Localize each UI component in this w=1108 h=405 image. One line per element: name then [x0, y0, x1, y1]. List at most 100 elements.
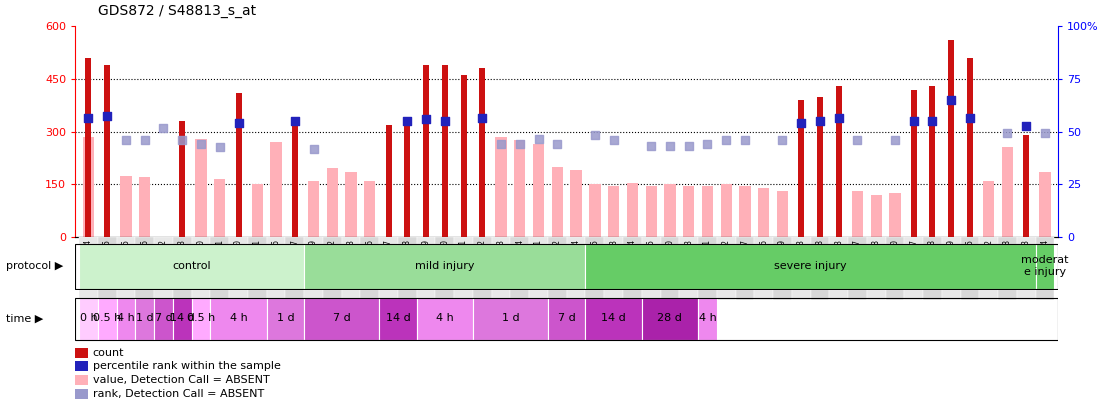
- Bar: [1024, 135, 1029, 237]
- Text: 7 d: 7 d: [155, 313, 173, 323]
- Bar: [552, 167, 563, 237]
- Bar: [365, 181, 376, 237]
- Bar: [286, 237, 305, 300]
- Text: GSM31396: GSM31396: [271, 239, 280, 276]
- Text: GSM31425: GSM31425: [647, 239, 656, 276]
- Point: [830, 114, 848, 121]
- Bar: [866, 237, 885, 300]
- Bar: [192, 237, 211, 300]
- Text: GSM31405: GSM31405: [122, 239, 131, 276]
- Bar: [736, 237, 755, 300]
- Bar: [942, 237, 961, 300]
- Text: GSM31401: GSM31401: [215, 239, 224, 276]
- Point: [192, 141, 209, 147]
- Text: GSM31457: GSM31457: [910, 239, 919, 276]
- Bar: [492, 237, 511, 300]
- Bar: [1002, 147, 1013, 237]
- Text: rank, Detection Call = ABSENT: rank, Detection Call = ABSENT: [93, 389, 264, 399]
- Text: GSM31454: GSM31454: [572, 239, 581, 276]
- Bar: [386, 125, 391, 237]
- Text: GSM31410: GSM31410: [234, 239, 243, 276]
- Bar: [589, 184, 601, 237]
- Point: [605, 137, 623, 144]
- Bar: [473, 237, 492, 300]
- Point: [117, 137, 135, 144]
- Bar: [683, 186, 695, 237]
- Text: GSM31434: GSM31434: [515, 239, 524, 276]
- Bar: [379, 298, 417, 340]
- Bar: [154, 237, 173, 300]
- Bar: [514, 141, 525, 237]
- Bar: [79, 237, 98, 300]
- Bar: [998, 237, 1017, 300]
- Bar: [140, 177, 151, 237]
- Bar: [533, 144, 544, 237]
- Bar: [461, 75, 466, 237]
- Text: GSM31447: GSM31447: [384, 239, 393, 276]
- Text: GSM31497: GSM31497: [853, 239, 862, 276]
- Point: [99, 113, 116, 119]
- Point: [643, 143, 660, 149]
- Text: 4 h: 4 h: [229, 313, 247, 323]
- Bar: [585, 237, 604, 300]
- Bar: [585, 244, 1036, 289]
- Bar: [885, 237, 904, 300]
- Point: [136, 137, 154, 144]
- Bar: [121, 175, 132, 237]
- Point: [399, 118, 417, 124]
- Text: GSM31414: GSM31414: [84, 239, 93, 276]
- Text: 0.5 h: 0.5 h: [187, 313, 215, 323]
- Point: [173, 137, 191, 144]
- Text: GSM31466: GSM31466: [759, 239, 768, 276]
- Text: GSM31446: GSM31446: [366, 239, 375, 276]
- Text: GSM31411: GSM31411: [253, 239, 261, 276]
- Text: 14 d: 14 d: [170, 313, 195, 323]
- Text: GSM31397: GSM31397: [290, 239, 299, 276]
- Bar: [923, 237, 942, 300]
- Text: GSM31451: GSM31451: [534, 239, 543, 276]
- Text: GSM31423: GSM31423: [609, 239, 618, 276]
- Bar: [75, 361, 88, 371]
- Text: GSM31498: GSM31498: [872, 239, 881, 276]
- Point: [661, 143, 679, 149]
- Text: GSM31439: GSM31439: [309, 239, 318, 276]
- Text: value, Detection Call = ABSENT: value, Detection Call = ABSENT: [93, 375, 269, 385]
- Bar: [777, 191, 788, 237]
- Bar: [75, 348, 88, 358]
- Text: GSM31469: GSM31469: [778, 239, 787, 276]
- Bar: [79, 298, 98, 340]
- Bar: [720, 184, 731, 237]
- Text: GSM31493: GSM31493: [834, 239, 843, 276]
- Bar: [548, 298, 585, 340]
- Bar: [627, 183, 638, 237]
- Text: GSM31415: GSM31415: [103, 239, 112, 276]
- Text: GSM31433: GSM31433: [496, 239, 505, 276]
- Point: [511, 141, 529, 147]
- Bar: [173, 237, 192, 300]
- Bar: [473, 298, 548, 340]
- Text: count: count: [93, 347, 124, 358]
- Bar: [75, 375, 88, 385]
- Bar: [511, 237, 530, 300]
- Bar: [135, 237, 154, 300]
- Bar: [585, 298, 642, 340]
- Text: GSM31473: GSM31473: [797, 239, 806, 276]
- Text: 7 d: 7 d: [557, 313, 576, 323]
- Text: GSM31492: GSM31492: [721, 239, 730, 276]
- Text: GSM31431: GSM31431: [459, 239, 468, 276]
- Bar: [701, 186, 714, 237]
- Bar: [267, 237, 286, 300]
- Text: 1 d: 1 d: [502, 313, 520, 323]
- Bar: [811, 237, 829, 300]
- Point: [530, 135, 547, 142]
- Bar: [305, 298, 379, 340]
- Text: GSM31432: GSM31432: [478, 239, 486, 276]
- Text: GSM31406: GSM31406: [141, 239, 150, 276]
- Bar: [967, 58, 973, 237]
- Text: GSM31459: GSM31459: [946, 239, 956, 276]
- Bar: [1039, 172, 1050, 237]
- Bar: [75, 389, 88, 399]
- Bar: [871, 195, 882, 237]
- Bar: [623, 237, 642, 300]
- Bar: [1036, 244, 1055, 289]
